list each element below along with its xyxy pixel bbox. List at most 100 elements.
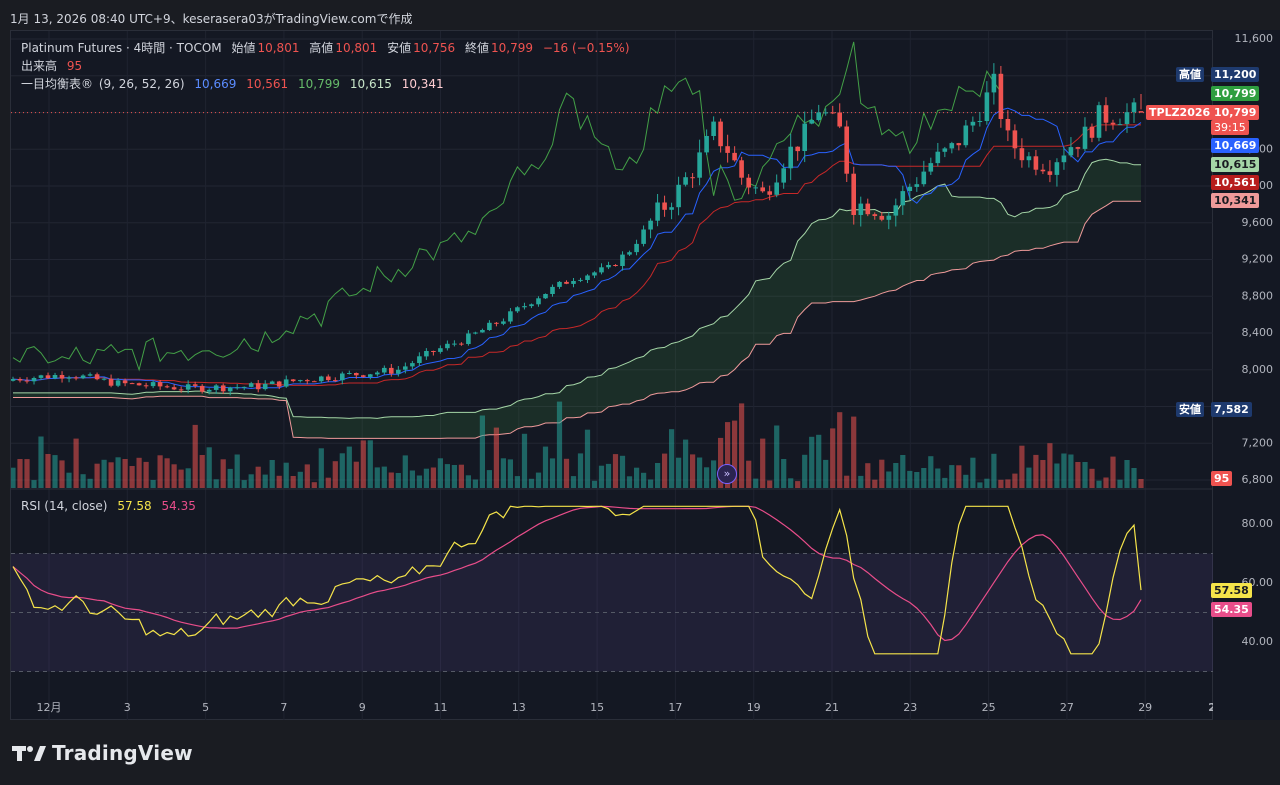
volume-bar (886, 471, 892, 488)
volume-bar (178, 469, 184, 488)
last-price-tag: 10,799 (1211, 105, 1260, 120)
volume-bar (451, 465, 457, 488)
candle-body (984, 92, 990, 121)
chart-panel[interactable]: 12月357911131517192123252729202679111315 … (10, 30, 1214, 721)
volume-bar (669, 429, 675, 488)
candle-body (354, 373, 359, 376)
rsi-label[interactable]: RSI (14, close) (21, 499, 108, 513)
volume-bar (395, 473, 401, 488)
volume-bar (220, 459, 226, 488)
candle-body (389, 367, 394, 374)
volume-bar (157, 455, 163, 488)
volume-bar (213, 479, 219, 488)
volume-bar (626, 476, 633, 488)
candle-body (536, 298, 541, 305)
tenkan-tag: 10,669 (1211, 138, 1260, 153)
volume-bar (1089, 468, 1095, 488)
candle-body (662, 202, 667, 210)
volume-bar (760, 438, 766, 488)
candle-body (886, 215, 892, 220)
candle-body (333, 380, 338, 382)
candle-body (879, 215, 885, 220)
price-tick-label: 9,200 (1242, 253, 1274, 266)
volume-bar (346, 446, 352, 488)
candle-body (606, 265, 611, 268)
candle-body (150, 382, 156, 387)
volume-bar (956, 465, 962, 488)
volume-bar (52, 455, 58, 488)
candle-body (816, 112, 821, 120)
volume-bar (304, 464, 310, 488)
countdown-tag: 39:15 (1211, 120, 1249, 135)
volume-bar (227, 468, 233, 488)
volume-bar (823, 459, 829, 488)
candle-body (199, 385, 205, 392)
volume-bar (851, 416, 857, 488)
volume-bar (535, 472, 542, 488)
candle-body (648, 220, 653, 230)
price-tick-label: 8,000 (1242, 363, 1274, 376)
candle-body (515, 307, 520, 312)
volume-bar (1047, 443, 1053, 488)
rsi-line (12, 505, 1142, 655)
volume-bar (935, 468, 941, 488)
volume-bar (781, 459, 787, 488)
volume-bar (683, 439, 689, 488)
volume-bar (844, 475, 850, 488)
volume-bar (634, 467, 640, 488)
volume-bar (521, 433, 528, 488)
volume-bar (108, 462, 114, 488)
volume-bar (1026, 467, 1032, 488)
price-tick-label: 6,800 (1242, 473, 1274, 486)
ichimoku-label[interactable]: 一目均衡表® (21, 77, 94, 91)
volume-bar (865, 463, 871, 488)
candle-body (24, 380, 30, 382)
high-marker-label: 高値 (1176, 67, 1204, 82)
candle-body (129, 383, 135, 385)
candle-body (753, 187, 758, 189)
volume-bar (500, 458, 506, 488)
ichimoku-tenkan-value: 10,669 (194, 77, 237, 91)
volume-bar (514, 476, 520, 488)
chart-caption: 1月 13, 2026 08:40 UTC+9、keserasera03がTra… (10, 12, 413, 26)
volume-bar (746, 460, 752, 488)
volume-bar (711, 460, 717, 488)
symbol-title[interactable]: Platinum Futures · 4時間 · TOCOM (21, 41, 222, 55)
candle-body (585, 275, 590, 280)
candle-body (956, 143, 962, 146)
volume-bar (1012, 473, 1018, 488)
volume-bar (262, 474, 268, 488)
candle-body (578, 279, 583, 281)
candle-body (592, 272, 597, 276)
volume-bar (872, 479, 878, 488)
candle-body (1124, 112, 1130, 124)
volume-bar (416, 475, 422, 488)
candle-body (290, 379, 296, 382)
candle-body (1110, 122, 1116, 125)
candle-body (171, 387, 177, 390)
candle-body (1131, 102, 1137, 113)
volume-bar (31, 480, 37, 488)
time-tick-label: 19 (747, 701, 761, 714)
rsi-tag: 57.58 (1211, 583, 1252, 598)
ichimoku-kijun-value: 10,561 (246, 77, 289, 91)
volume-label[interactable]: 出来高 (21, 59, 58, 73)
volume-bar (767, 480, 773, 488)
goto-realtime-button[interactable]: » (717, 464, 737, 484)
candle-body (529, 304, 534, 307)
volume-bar (1103, 477, 1109, 488)
volume-bar (325, 477, 331, 488)
candle-body (760, 187, 765, 192)
tradingview-logo[interactable]: TradingView (12, 740, 193, 766)
candle-body (571, 281, 576, 284)
spanA-tag: 10,615 (1211, 157, 1260, 172)
volume-bar (528, 478, 535, 488)
candle-body (164, 386, 170, 388)
volume-bar (318, 448, 324, 488)
volume-bar (381, 466, 387, 488)
low-marker-label: 安値 (1176, 402, 1204, 417)
volume-bar (928, 456, 934, 488)
price-chart-svg[interactable]: 12月357911131517192123252729202679111315 (11, 31, 1214, 721)
rsi-value: 57.58 (117, 499, 152, 513)
volume-bar (1096, 480, 1102, 488)
